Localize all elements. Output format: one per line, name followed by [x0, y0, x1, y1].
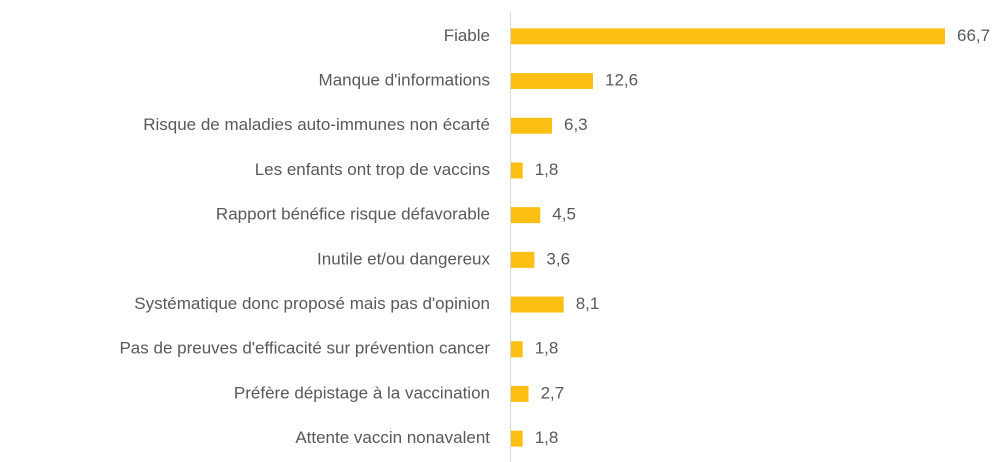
category-label: Les enfants ont trop de vaccins — [255, 160, 490, 179]
value-label: 3,6 — [546, 249, 570, 268]
category-label: Fiable — [444, 26, 490, 45]
value-label: 1,8 — [535, 339, 559, 358]
bar — [511, 341, 523, 358]
category-label: Manque d'informations — [319, 71, 490, 90]
bar — [511, 207, 541, 224]
value-label: 12,6 — [605, 71, 638, 90]
category-label: Préfère dépistage à la vaccination — [234, 383, 490, 402]
bar — [511, 117, 552, 134]
category-label: Inutile et/ou dangereux — [317, 249, 490, 268]
bar — [511, 162, 523, 179]
value-label: 8,1 — [576, 294, 600, 313]
category-label: Rapport bénéfice risque défavorable — [216, 205, 490, 224]
value-label: 4,5 — [552, 205, 576, 224]
value-label: 66,7 — [957, 26, 990, 45]
category-label: Pas de preuves d'efficacité sur préventi… — [119, 339, 490, 358]
category-label: Risque de maladies auto-immunes non écar… — [143, 115, 490, 134]
bar — [511, 296, 564, 313]
category-label: Systématique donc proposé mais pas d'opi… — [134, 294, 490, 313]
category-label: Attente vaccin nonavalent — [295, 428, 490, 447]
bar — [511, 28, 945, 45]
bar — [511, 73, 593, 90]
value-label: 6,3 — [564, 115, 588, 134]
bar — [511, 385, 529, 402]
bar — [511, 430, 523, 447]
value-label: 1,8 — [535, 428, 559, 447]
bar — [511, 251, 535, 268]
value-label: 2,7 — [541, 383, 565, 402]
value-label: 1,8 — [535, 160, 559, 179]
